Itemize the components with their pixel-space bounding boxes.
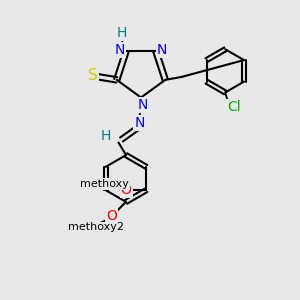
Text: methoxy: methoxy [80,179,129,189]
Text: N: N [134,116,145,130]
Text: O: O [121,183,132,197]
Text: S: S [88,68,98,83]
Text: N: N [137,98,148,112]
Text: O: O [106,209,117,223]
Text: Cl: Cl [227,100,241,115]
Text: methoxy2: methoxy2 [68,222,124,233]
Text: N: N [115,43,125,57]
Text: H: H [101,129,111,143]
Text: H: H [116,26,127,40]
Text: N: N [157,43,167,57]
